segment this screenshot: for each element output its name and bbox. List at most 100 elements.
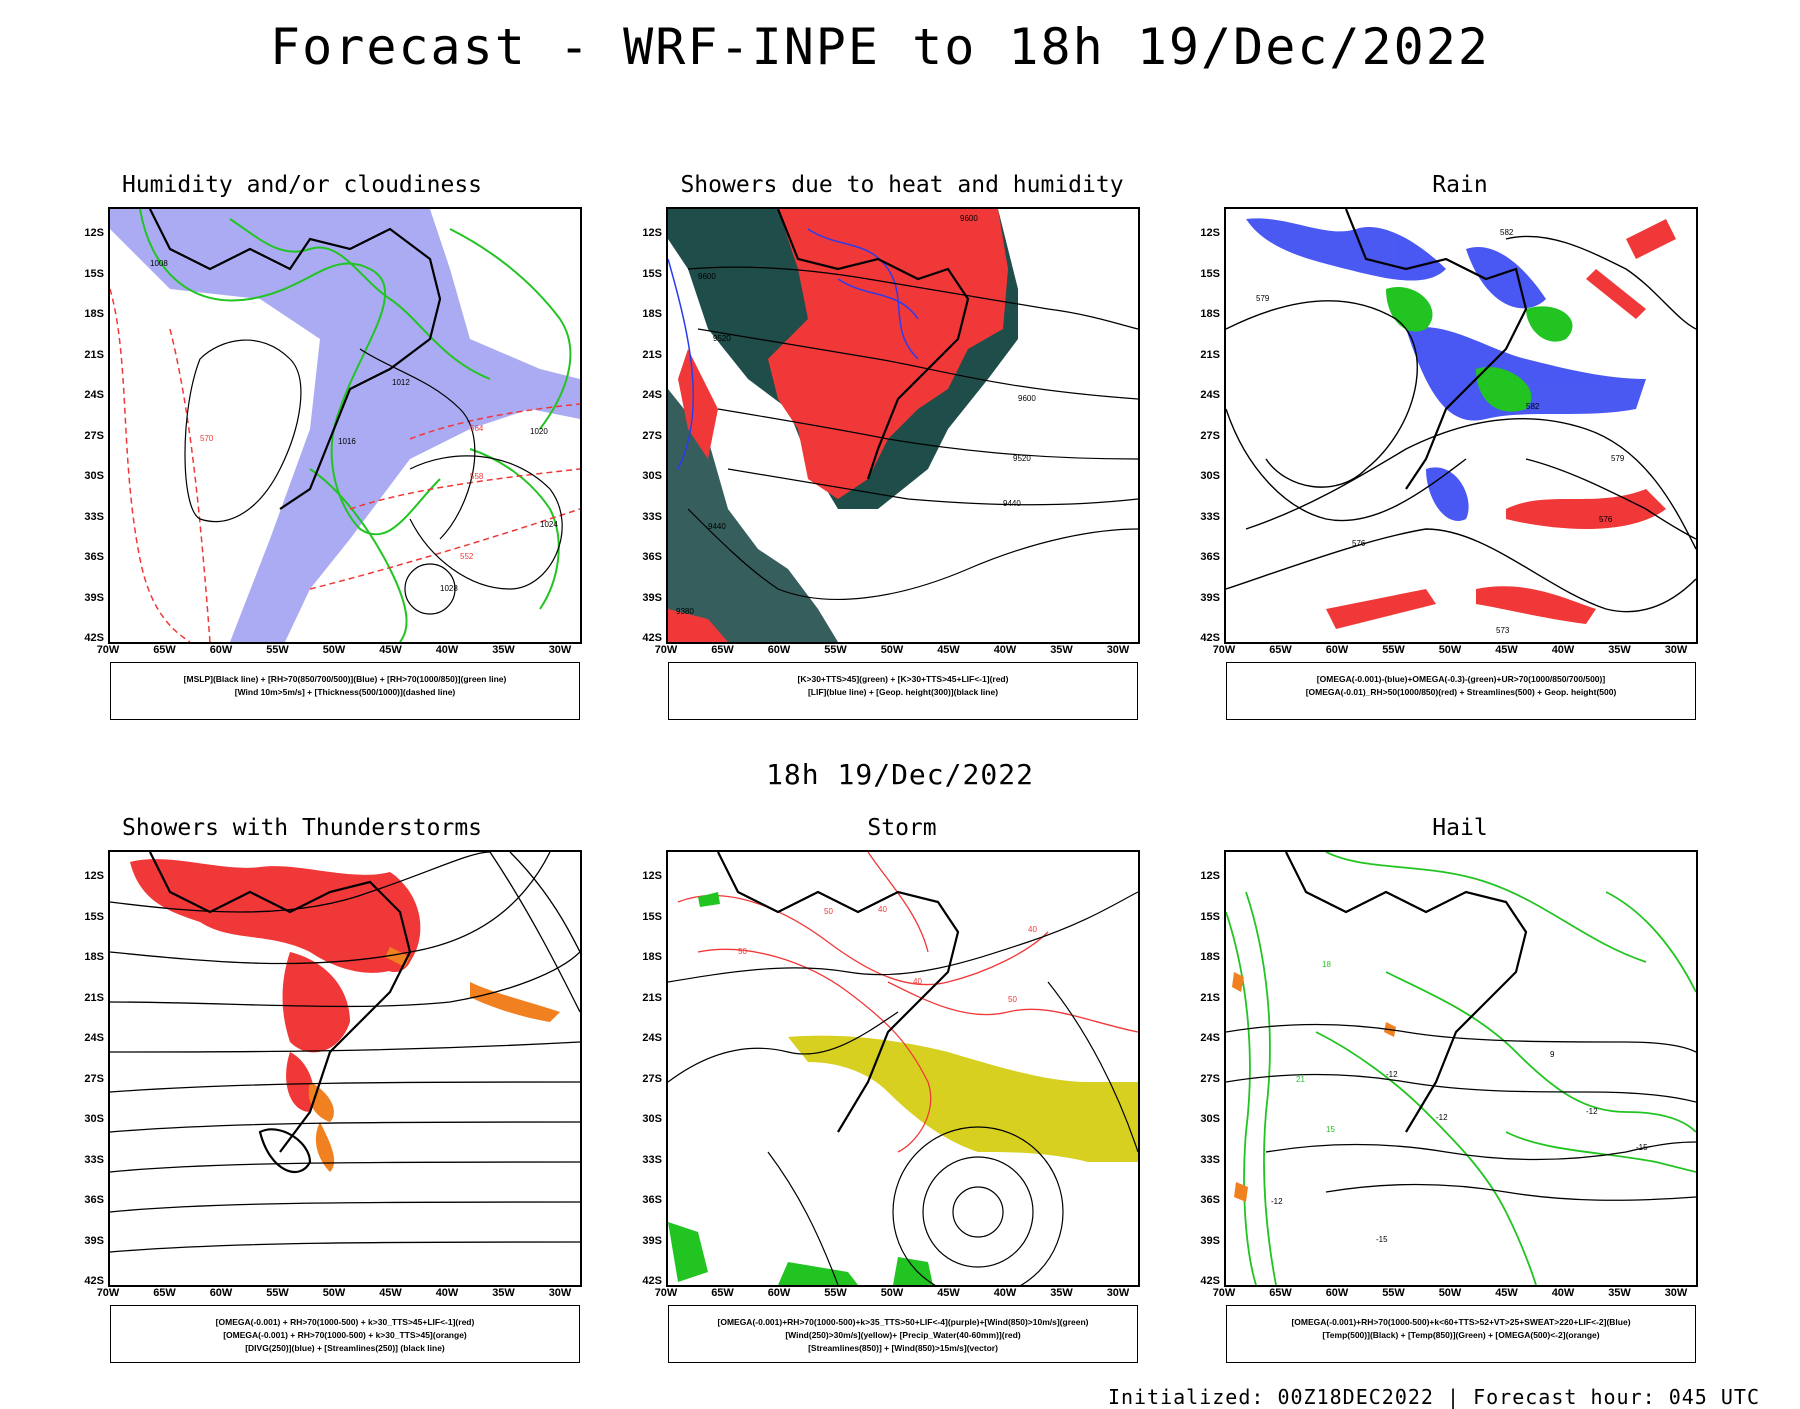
contour-label: 50 — [1008, 995, 1017, 1004]
contour-label: 50 — [824, 907, 833, 916]
init-footer: Initialized: 00Z18DEC2022 | Forecast hou… — [1107, 1385, 1760, 1409]
temp-850-contour — [1226, 911, 1257, 1285]
lat-tick-label: 27S — [642, 1072, 662, 1085]
temp-850-contour — [1505, 1131, 1696, 1173]
temp-500-contour — [1265, 1141, 1696, 1161]
lon-tick-label: 40W — [993, 644, 1017, 656]
streamline-850 — [668, 891, 1138, 983]
contour-label: -12 — [1386, 1070, 1398, 1079]
precip-water-contour — [697, 948, 932, 1153]
rh-green-contour — [309, 468, 408, 642]
lif-red-area — [678, 349, 718, 459]
lon-tick-label: 40W — [435, 1287, 459, 1299]
lon-tick-label: 70W — [654, 1287, 678, 1299]
lon-tick-label: 55W — [824, 644, 847, 656]
contour-label: -15 — [1636, 1143, 1648, 1152]
contour-label: 573 — [1496, 626, 1510, 635]
contour-label: -12 — [1586, 1107, 1598, 1116]
lon-tick-label: 70W — [96, 1287, 120, 1299]
legend-line: [Temp(500)](Black) + [Temp(850)](Green) … — [1322, 1330, 1600, 1340]
streamline — [1226, 408, 1467, 522]
precip-water-contour — [867, 852, 929, 953]
omega-blue-area — [1466, 247, 1546, 309]
contour-label: 570 — [200, 434, 214, 443]
wind-850-green-area — [893, 1257, 933, 1285]
contour-label: 40 — [913, 977, 922, 986]
geop-contour — [687, 266, 1138, 330]
lon-tick-label: 45W — [1495, 644, 1518, 656]
lon-tick-label: 55W — [824, 1287, 847, 1299]
lon-tick-label: 35W — [492, 1287, 515, 1299]
lat-tick-label: 21S — [1200, 991, 1220, 1004]
contour-label: 1020 — [530, 427, 548, 436]
omega-blue-area — [1406, 326, 1646, 421]
political-borders — [717, 852, 960, 1133]
lat-tick-label: 30S — [84, 1113, 104, 1125]
lat-tick-label: 42S — [642, 1275, 662, 1287]
geop-contour — [697, 328, 1138, 400]
panel-2-map: 9600 9600 9600 9520 9520 9440 9440 9380 — [666, 207, 1140, 644]
legend-line: [OMEGA(-0.01)_RH>50(1000/850)(red) + Str… — [1305, 687, 1617, 697]
precip-water-contour — [677, 894, 1049, 986]
lat-tick-label: 15S — [642, 267, 662, 280]
political-borders — [776, 209, 970, 480]
contour-label: 1016 — [338, 437, 356, 446]
wind-850-green-area — [778, 1262, 858, 1285]
lat-tick-label: 18S — [84, 308, 104, 320]
omega-blue-area — [1246, 218, 1446, 281]
lif-blue-contour — [807, 228, 919, 360]
legend-line: [OMEGA(-0.001)-(blue)+OMEGA(-0.3)-(green… — [1316, 674, 1606, 684]
contour-label: -12 — [1271, 1197, 1283, 1206]
contour-label: 1028 — [440, 584, 458, 593]
lat-tick-label: 12S — [1200, 870, 1220, 882]
lon-tick-label: 65W — [1269, 1287, 1292, 1299]
lat-tick-label: 21S — [1200, 348, 1220, 361]
lat-tick-label: 39S — [1200, 1234, 1220, 1247]
panel-2-title: Showers due to heat and humidity — [680, 172, 1124, 198]
contour-label: 40 — [878, 905, 887, 914]
panel-3-legend: [OMEGA(-0.001)-(blue)+OMEGA(-0.3)-(green… — [1226, 662, 1696, 720]
lat-tick-label: 30S — [1200, 1113, 1220, 1125]
lon-tick-label: 55W — [266, 1287, 289, 1299]
streamline-850 — [892, 1126, 1064, 1285]
contour-label: 9440 — [708, 522, 726, 531]
lat-tick-label: 30S — [84, 470, 104, 482]
geop-contour — [727, 468, 1138, 506]
lon-tick-label: 40W — [1551, 1287, 1575, 1299]
rh-red-area — [1586, 269, 1646, 319]
forecast-title: Forecast - WRF-INPE to 18h 19/Dec/2022 — [270, 18, 1490, 76]
lat-tick-label: 18S — [642, 951, 662, 963]
lon-tick-label: 30W — [1106, 644, 1130, 656]
contour-label: 1012 — [392, 378, 410, 387]
lon-tick-label: 55W — [1382, 644, 1405, 656]
thickness-dashed — [169, 328, 211, 642]
streamline-250 — [110, 1161, 580, 1173]
mslp-high-center — [404, 563, 456, 615]
lon-tick-label: 45W — [379, 1287, 402, 1299]
panel-5-map: 50 50 50 40 40 40 — [666, 850, 1140, 1287]
lat-tick-label: 36S — [1200, 1194, 1220, 1206]
lon-tick-label: 45W — [937, 1287, 960, 1299]
lon-tick-label: 65W — [711, 1287, 734, 1299]
lon-tick-label: 30W — [1664, 1287, 1688, 1299]
streamline-250 — [110, 1121, 580, 1133]
temp-500-contour — [1226, 1073, 1696, 1103]
contour-label: 582 — [1526, 402, 1540, 411]
legend-line: [OMEGA(-0.001) + RH>70(1000-500) + k>30_… — [223, 1330, 467, 1340]
wind-850-green-area — [668, 1222, 708, 1282]
omega-green-area — [1476, 367, 1532, 412]
wind-250-yellow-area — [788, 1035, 1138, 1162]
lat-tick-label: 12S — [642, 227, 662, 239]
orange-area — [385, 947, 410, 967]
streamline-850 — [922, 1156, 1034, 1268]
lon-tick-label: 50W — [1438, 644, 1462, 656]
legend-line: [Wind(250)>30m/s](yellow)+ [Precip_Water… — [785, 1330, 1021, 1340]
lat-tick-label: 24S — [642, 389, 662, 401]
lat-tick-label: 21S — [642, 991, 662, 1004]
legend-line: [DIVG(250)](blue) + [Streamlines(250)] (… — [245, 1343, 445, 1353]
lat-tick-label: 24S — [84, 1032, 104, 1044]
forecast-time-subtitle: 18h 19/Dec/2022 — [766, 758, 1034, 791]
contour-label: 552 — [460, 552, 474, 561]
lif-blue-contour — [668, 258, 694, 470]
legend-line: [OMEGA(-0.001)+RH>70(1000-500)+k>35_TTS>… — [717, 1317, 1089, 1327]
